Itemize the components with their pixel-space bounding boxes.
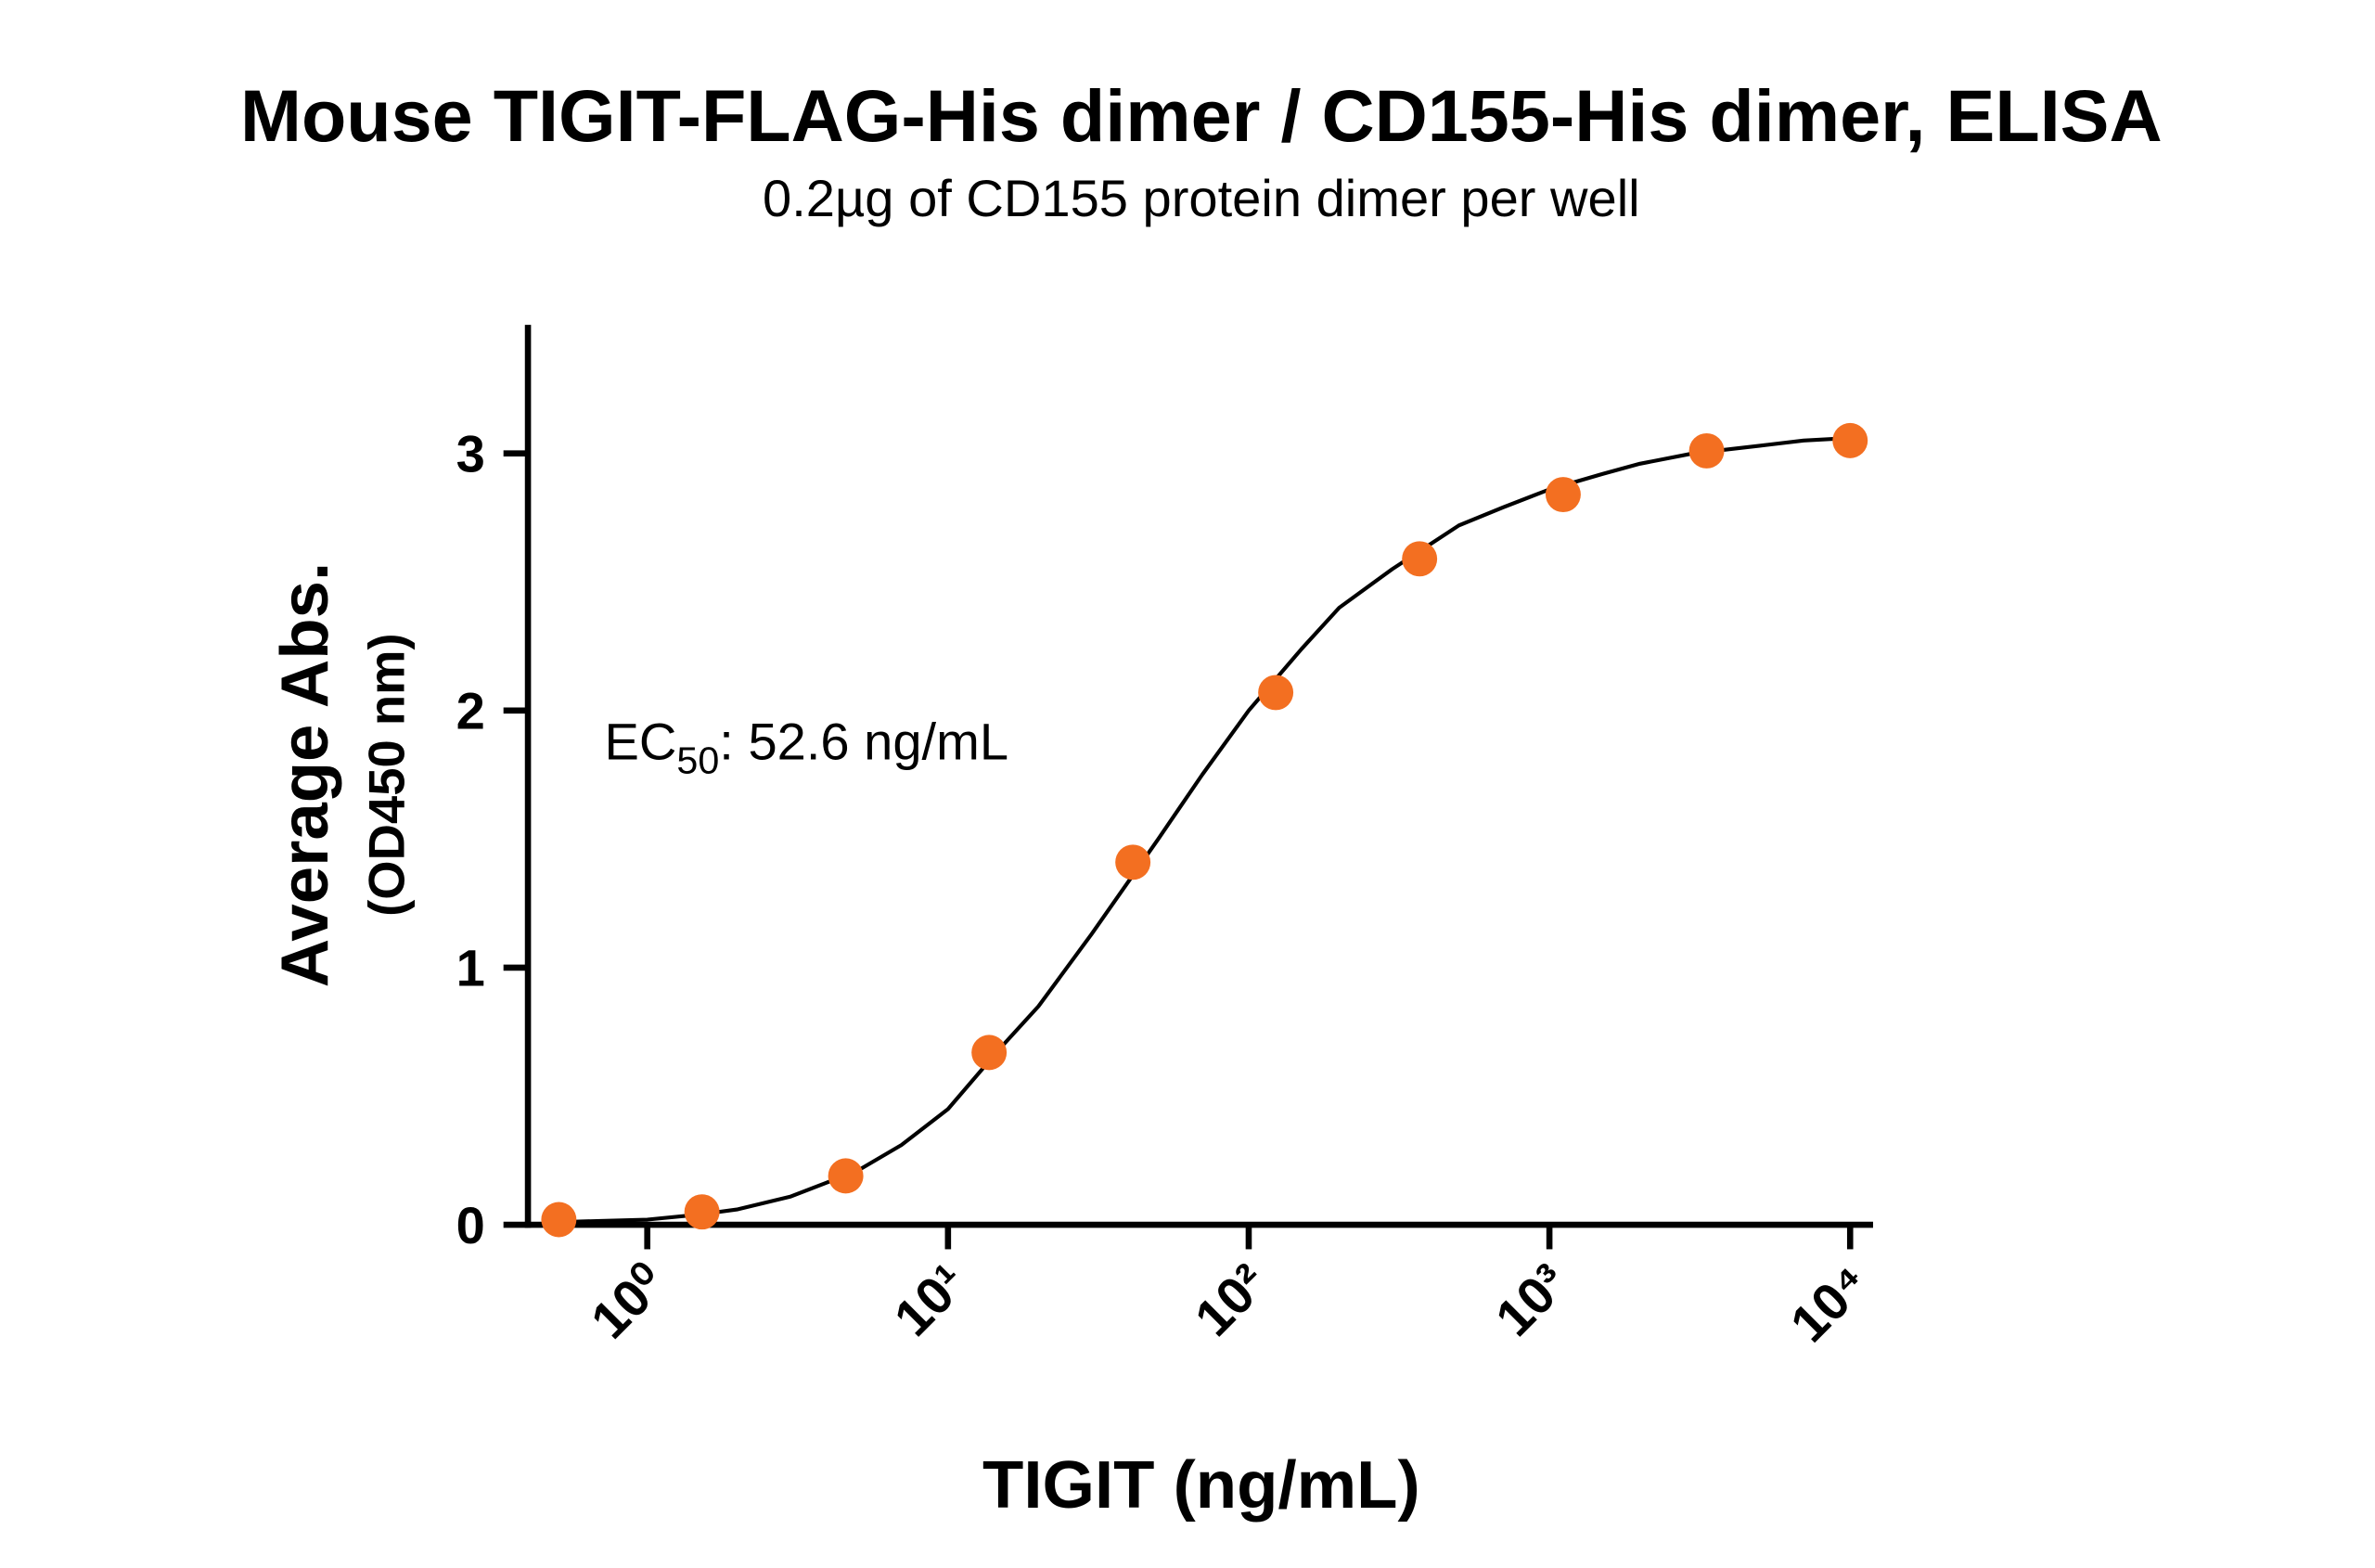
- data-point: [1402, 541, 1438, 577]
- data-point: [828, 1158, 864, 1194]
- data-point: [1688, 432, 1725, 469]
- y-tick-label: 1: [456, 939, 485, 997]
- y-tick-label: 0: [456, 1196, 485, 1254]
- y-tick-label: 3: [456, 425, 485, 483]
- data-point: [541, 1202, 577, 1238]
- annotation-text: EC: [605, 713, 677, 771]
- y-axis-subtitle: (OD450 nm): [358, 633, 415, 916]
- data-point: [1115, 844, 1151, 880]
- x-tick-label: 10⁰: [580, 1253, 677, 1350]
- x-tick-label: 10³: [1484, 1253, 1579, 1347]
- fit-curve: [557, 436, 1851, 1225]
- x-axis-title: TIGIT (ng/mL): [982, 1447, 1420, 1523]
- data-point: [1545, 477, 1581, 513]
- chart-subtitle: 0.2µg of CD155 protein dimer per well: [763, 169, 1640, 227]
- chart-title: Mouse TIGIT-FLAG-His dimer / CD155-His d…: [240, 74, 2163, 157]
- y-tick-label: 2: [456, 682, 485, 740]
- data-point: [1258, 675, 1294, 711]
- data-point: [684, 1194, 720, 1230]
- x-tick-label: 10¹: [883, 1253, 978, 1347]
- x-tick-label: 10²: [1184, 1253, 1278, 1347]
- annotation-rest: : 52.6 ng/mL: [719, 713, 1008, 771]
- data-point: [971, 1035, 1008, 1071]
- y-axis-title: Average Abs.: [267, 562, 342, 987]
- annotation-sub: 50: [676, 739, 719, 781]
- x-tick-label: 10⁴: [1779, 1253, 1880, 1353]
- annotation: EC50: 52.6 ng/mL: [605, 713, 1009, 782]
- data-point: [1832, 422, 1868, 458]
